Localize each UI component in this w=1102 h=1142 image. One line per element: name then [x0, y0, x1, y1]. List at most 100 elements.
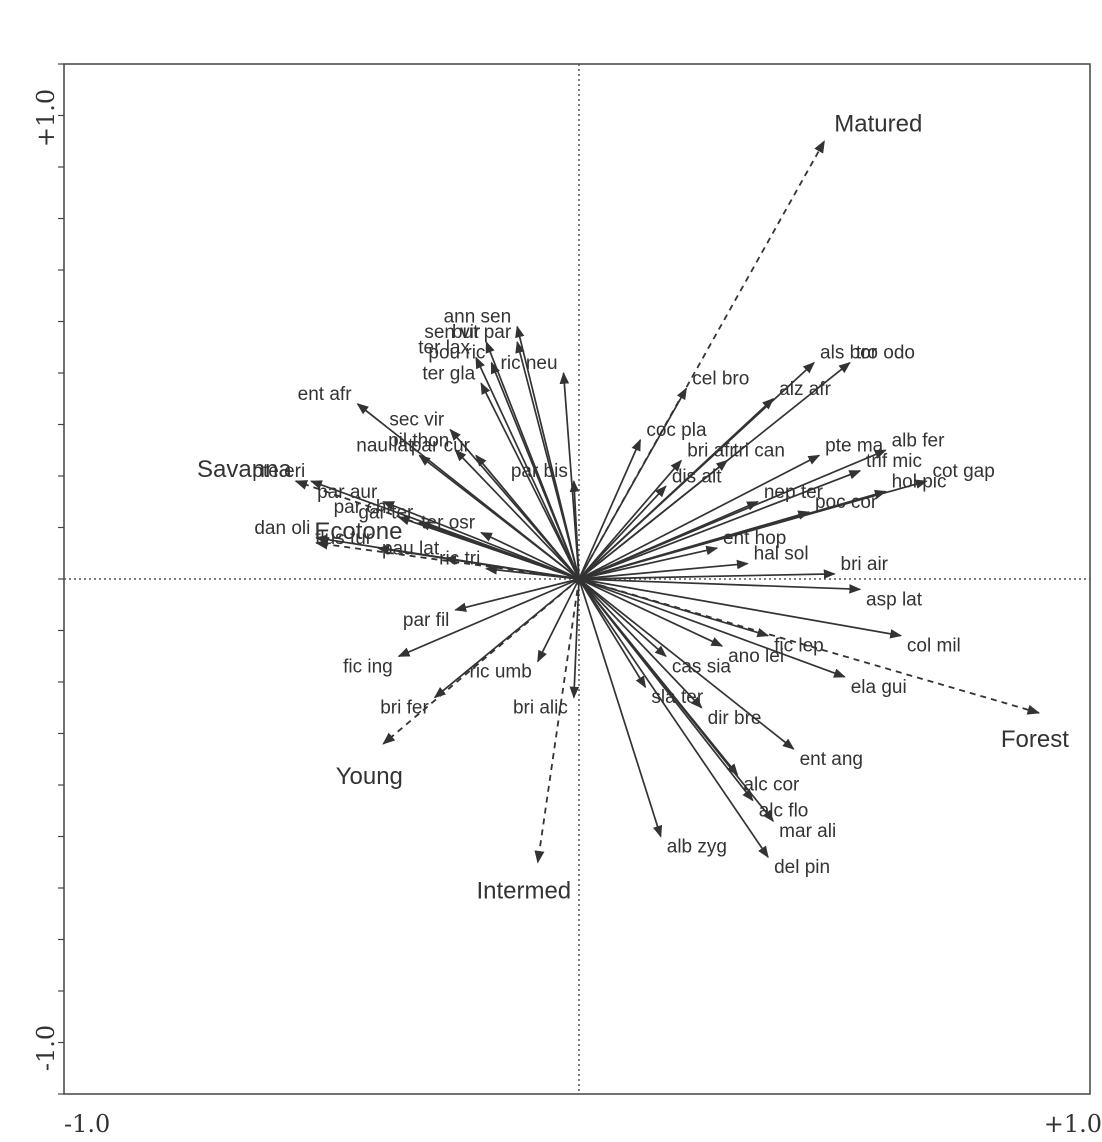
- species-label-ann-sen: ann sen: [444, 307, 512, 328]
- species-arrow-cas-sia: [578, 578, 667, 658]
- species-label-ric-umb: ric umb: [470, 661, 532, 682]
- species-label-als-bor: als bor: [820, 343, 878, 364]
- species-arrow-bri-afr: [578, 459, 682, 580]
- environment-arrow-forest: [578, 578, 1041, 715]
- species-arrow-tri-can: [578, 459, 729, 580]
- species-label-cas-sia: cas sia: [672, 656, 732, 677]
- species-arrow-nep-ter: [578, 500, 759, 580]
- environment-arrow-savanna: [294, 480, 580, 580]
- environment-arrow-young: [382, 578, 580, 745]
- species-arrow-pou-ric: [490, 361, 580, 580]
- species-arrow-col-mil: [578, 578, 903, 639]
- species-label-dir-bre: dir bre: [708, 708, 762, 729]
- species-arrow-sla-ter: [578, 578, 647, 689]
- species-label-ric-tri: ric tri: [439, 549, 480, 570]
- species-arrow-dir-bre: [578, 578, 703, 709]
- species-label-flus-tur: flus tur: [315, 528, 373, 549]
- species-label-par-bis: par bis: [511, 461, 568, 482]
- species-label-par-fil: par fil: [403, 610, 449, 631]
- species-arrow-ent-ang: [578, 578, 795, 750]
- species-label-nep-ter: nep ter: [764, 482, 824, 503]
- species-label-fic-ing: fic ing: [343, 656, 393, 677]
- species-arrow-alb-zyg: [578, 578, 663, 838]
- species-label-mar-ali: mar ali: [779, 821, 836, 842]
- species-arrow-ter-gla: [480, 382, 580, 580]
- species-label-pou-ric: pou ric: [428, 343, 485, 364]
- environment-label-ecotone: Ecotone: [314, 518, 402, 545]
- species-label-bri-afr: bri afr: [687, 441, 736, 462]
- environment-arrow-intermed: [534, 578, 580, 864]
- species-label-ent-ang: ent ang: [800, 749, 863, 770]
- species-arrow-coc-pla: [578, 438, 642, 580]
- species-arrow-ter-lax: [475, 356, 580, 580]
- species-arrow-ano-lei: [578, 578, 724, 647]
- species-label-alz-afr: alz afr: [779, 379, 831, 400]
- species-label-ter-gla: ter gla: [422, 363, 475, 384]
- species-arrow-bri-air: [578, 569, 836, 580]
- species-arrow-bri-alic: [569, 578, 580, 699]
- species-label-bri-fer: bri fer: [380, 697, 429, 718]
- species-arrow-pte-ma: [578, 454, 821, 580]
- species-label-ela-gui: ela gui: [851, 677, 907, 698]
- species-arrow-par-cur: [475, 454, 580, 580]
- species-arrow-poc-cor: [578, 510, 811, 580]
- species-label-dis-alt: dis alt: [672, 466, 722, 487]
- species-arrow-asp-lat: [578, 578, 862, 594]
- species-label-pte-eri: pte eri: [252, 461, 305, 482]
- species-arrow-dis-alt: [578, 485, 667, 580]
- species-label-ent-afr: ent afr: [298, 384, 353, 405]
- species-label-tro-odo: tro odo: [856, 343, 915, 364]
- species-label-alb-zyg: alb zyg: [667, 837, 727, 858]
- species-label-bri-air: bri air: [841, 554, 889, 575]
- species-arrow-mar-ali: [578, 578, 774, 822]
- species-label-par-chr: par chr: [334, 497, 394, 518]
- species-label-poc-cor: poc cor: [815, 492, 878, 513]
- species-arrow-ent-hop: [578, 545, 719, 580]
- species-label-trif-mic: trif mic: [866, 451, 922, 472]
- environment-label-young: Young: [336, 763, 403, 790]
- species-arrow-nau-lat: [418, 454, 580, 580]
- species-label-dan-oli: dan oli: [254, 518, 310, 539]
- species-arrow-gar-ter: [418, 521, 580, 580]
- species-label-pil-thon: pil thon: [388, 430, 449, 451]
- species-label-pau-lat: pau lat: [382, 538, 440, 559]
- species-label-coc-pla: coc pla: [646, 420, 707, 441]
- species-label-ric-neu: ric neu: [501, 353, 558, 374]
- species-label-cot-gap: cot gap: [932, 461, 994, 482]
- species-label-nau-lat: nau lat: [356, 435, 414, 456]
- species-label-bri-alic: bri alic: [513, 697, 568, 718]
- species-arrow-pil-thon: [454, 449, 580, 580]
- species-arrow-bri-fer: [433, 578, 580, 699]
- species-label-hal-sol: hal sol: [754, 544, 809, 565]
- environment-label-savanna: Savanna: [197, 456, 292, 483]
- environment-label-matured: Matured: [834, 110, 922, 137]
- species-label-par-aur: par aur: [317, 482, 378, 503]
- species-label-alb-fer: alb fer: [892, 430, 945, 451]
- species-label-pte-ma: pte ma: [825, 435, 884, 456]
- environment-arrow-ecotone: [315, 539, 580, 580]
- x-max-tick-label: +1.0: [1044, 1110, 1102, 1138]
- species-arrow-fic-lep: [578, 578, 770, 638]
- species-label-alc-cor: alc cor: [743, 775, 800, 796]
- environment-label-intermed: Intermed: [476, 877, 571, 904]
- species-arrow-del-pin: [578, 578, 769, 859]
- environment-arrow-matured: [578, 140, 826, 580]
- species-arrow-ric-umb: [537, 578, 580, 663]
- species-label-ent-hop: ent hop: [723, 528, 786, 549]
- species-label-fic-lep: fic lep: [774, 636, 824, 657]
- species-label-hol-pic: hol pic: [892, 471, 947, 492]
- species-arrow-ela-gui: [578, 578, 846, 678]
- species-arrow-ter-osr: [480, 531, 580, 580]
- tick-marks: [58, 63, 64, 1095]
- species-label-ano-lei: ano lei: [728, 646, 784, 667]
- species-label-sla-ter: sla ter: [651, 687, 703, 708]
- x-min-tick-label: -1.0: [64, 1110, 110, 1138]
- species-arrow-hal-sol: [578, 559, 749, 580]
- species-label-alc-flo: alc flo: [759, 800, 809, 821]
- species-arrow-par-fil: [454, 578, 580, 612]
- species-arrow-trif-mic: [578, 470, 862, 580]
- species-label-cel-bro: cel bro: [692, 368, 749, 389]
- species-label-ter-osr: ter osr: [421, 513, 476, 534]
